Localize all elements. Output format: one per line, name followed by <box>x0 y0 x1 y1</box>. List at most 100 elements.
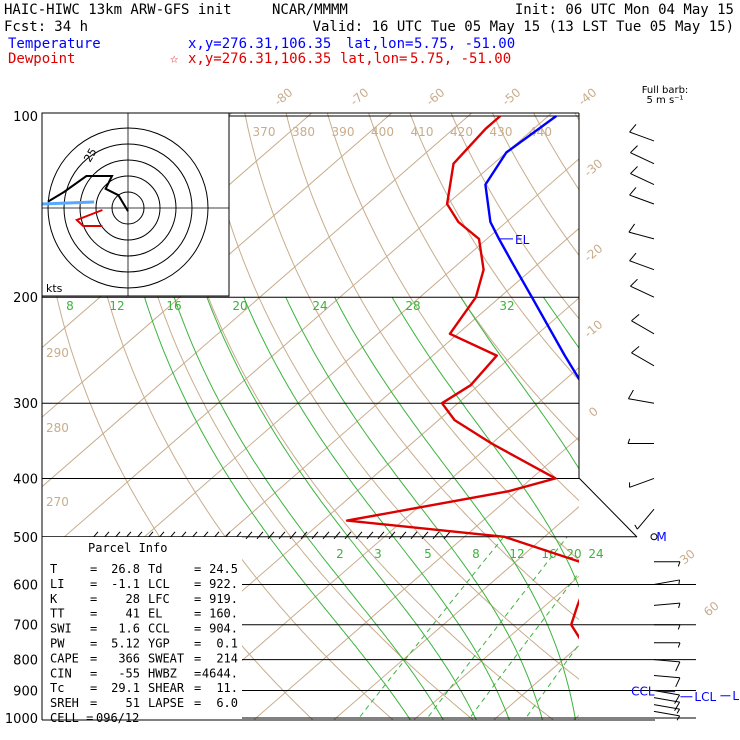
wind-barb <box>627 438 654 445</box>
moist-adiabat-label: 32 <box>499 299 514 313</box>
moist-adiabat-line <box>285 296 543 720</box>
wind-barb <box>653 602 681 609</box>
parcel-equals: = <box>194 666 201 680</box>
moist-adiabat-line <box>460 296 579 470</box>
freezing-hatch <box>366 531 374 540</box>
wind-barb-flag <box>675 677 681 688</box>
legend-temperature-latlon: 5.75, -51.00 <box>414 36 515 52</box>
freezing-hatch <box>377 531 385 540</box>
wind-barb-staff <box>629 131 655 142</box>
dry-adiabat-line <box>326 113 579 502</box>
freezing-hatch <box>399 531 407 540</box>
moist-adiabat-line <box>173 297 444 720</box>
wind-barb-flag <box>677 624 681 630</box>
freezing-hatch <box>355 531 363 540</box>
wind-barb-flag <box>674 694 681 704</box>
parcel-equals: = <box>90 637 97 651</box>
fcst-label: Fcst: <box>4 19 46 35</box>
dry-adiabat-label: 280 <box>46 421 69 435</box>
dry-adiabat-line <box>79 113 394 720</box>
moist-adiabat-line <box>641 297 724 731</box>
parcel-equals: = <box>90 696 97 710</box>
pressure-tick-label: 400 <box>13 472 38 487</box>
dry-adiabat-label: 400 <box>371 125 394 139</box>
dry-adiabat-label: 380 <box>292 125 315 139</box>
wind-barb-staff <box>630 173 655 186</box>
parcel-label: CIN <box>50 666 72 680</box>
wind-barb-flag <box>631 313 640 322</box>
parcel-label: LI <box>50 577 64 591</box>
parcel-value: 160. <box>209 607 238 621</box>
isotherm-label: -80 <box>271 85 295 108</box>
barb-key-value: 5 m s⁻¹ <box>647 95 684 106</box>
isotherm-label: -10 <box>581 317 605 340</box>
wind-barb-flag <box>629 187 637 196</box>
dry-adiabats <box>42 113 579 720</box>
parcel-value: 5.12 <box>111 637 140 651</box>
pressure-tick-label: 800 <box>13 654 38 669</box>
mixing-ratio-lines <box>356 536 579 720</box>
wind-barb <box>653 697 681 712</box>
isotherm-line <box>721 88 740 730</box>
wind-barb <box>653 704 681 714</box>
parcel-label: SWEAT <box>148 651 184 665</box>
freezing-hatch <box>344 531 352 540</box>
wind-barb-flag <box>630 145 638 154</box>
parcel-equals: = <box>90 607 97 621</box>
moist-adiabat-label: 8 <box>66 299 74 313</box>
moist-adiabat-line <box>334 296 577 720</box>
parcel-value: 6.0 <box>216 696 238 710</box>
wind-barb-flag <box>676 708 681 714</box>
parcel-info-title: Parcel Info <box>88 541 167 555</box>
parcel-value: 922. <box>209 577 238 591</box>
dry-adiabat-line <box>409 113 579 382</box>
sounding-traces <box>345 115 579 640</box>
mixing-ratio-line <box>578 718 579 720</box>
moist-adiabat-label: 16 <box>166 299 181 313</box>
pressure-axis: 100 200 300 400 500 600 700 800 900 1000 <box>5 110 38 727</box>
wind-barb <box>629 252 655 271</box>
wind-barb <box>653 579 681 585</box>
mixing-ratio-label: 8 <box>472 547 480 561</box>
isotherm-line <box>492 645 579 720</box>
dewpoint-trace <box>345 115 579 640</box>
parcel-label: T <box>50 562 57 576</box>
wind-barb-staff <box>629 194 655 205</box>
freezing-hatch <box>333 531 341 540</box>
parcel-label: HWBZ <box>148 666 177 680</box>
dry-adiabat-label: 440 <box>529 125 552 139</box>
dry-adiabat-label: 370 <box>253 125 276 139</box>
plot-frame <box>41 112 655 721</box>
moist-adiabat-label: 12 <box>109 299 124 313</box>
wind-barb-flag <box>629 252 637 262</box>
wind-barb-staff <box>629 260 655 271</box>
wind-barb-flag <box>677 561 681 567</box>
legend-dewpoint-star-icon: ☆ <box>170 51 179 67</box>
parcel-label: K <box>50 592 58 606</box>
mixing-ratio-line <box>523 643 579 720</box>
parcel-equals: = <box>90 681 97 695</box>
pressure-tick-label: 1000 <box>5 712 38 727</box>
parcel-label: TT <box>50 607 64 621</box>
mixing-ratio-label: 2 <box>336 547 344 561</box>
freezing-hatch <box>443 531 451 540</box>
pressure-tick-label: 300 <box>13 397 38 412</box>
parcel-label: YGP <box>148 637 170 651</box>
legend: Temperature x,y=276.31,106.35 lat,lon= 5… <box>8 36 515 67</box>
wind-barb <box>653 675 681 688</box>
legend-temperature-label: Temperature <box>8 36 101 52</box>
dry-adiabat-label: 420 <box>450 125 473 139</box>
isotherm-label: -20 <box>581 241 605 264</box>
legend-dewpoint-label: Dewpoint <box>8 51 75 67</box>
isotherm-label: -50 <box>499 85 523 108</box>
dry-adiabat-line <box>202 113 579 680</box>
mixing-ratio-label: 24 <box>588 547 603 561</box>
dry-adiabat-line <box>368 113 579 442</box>
moist-adiabat-line <box>391 296 579 589</box>
parcel-info-panel: Parcel Info T = 26.8 Td = 24.5 LI = -1.1 LCL = 922.… <box>42 537 242 725</box>
parcel-value: 24.5 <box>209 562 238 576</box>
legend-temperature-xy: x,y=276.31,106.35 <box>188 36 331 52</box>
isotherm-line <box>42 113 393 418</box>
parcel-equals: = <box>194 577 201 591</box>
